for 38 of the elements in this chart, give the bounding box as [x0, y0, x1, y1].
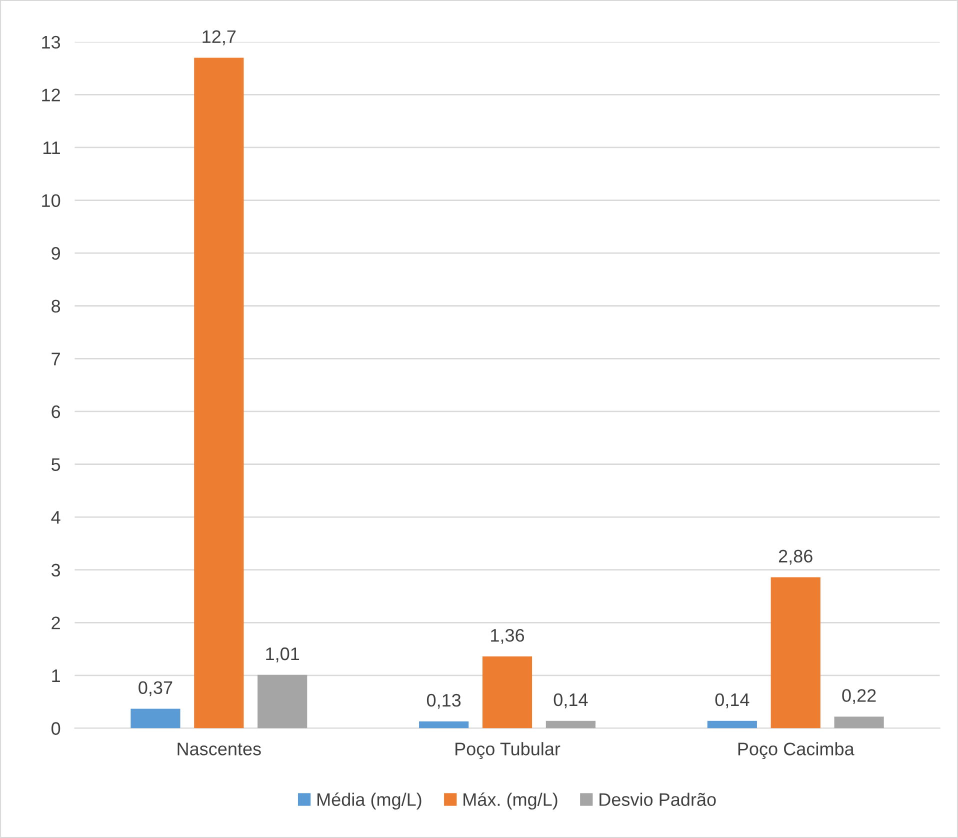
bar	[130, 708, 180, 728]
legend-label: Média (mg/L)	[318, 792, 422, 810]
y-tick-label: 0	[52, 722, 60, 735]
data-label: 1,01	[266, 647, 300, 662]
data-label: 1,36	[491, 628, 524, 644]
y-tick-label: 7	[52, 352, 60, 366]
bar	[834, 716, 884, 728]
legend-label: Desvio Padrão	[600, 792, 716, 806]
bar	[194, 58, 244, 728]
bar	[546, 720, 596, 728]
y-tick-label: 8	[52, 300, 60, 313]
x-tick-label: Poço Cacimba	[738, 742, 854, 760]
x-tick-label: Nascentes	[178, 742, 261, 756]
bar	[770, 577, 820, 728]
bar	[707, 720, 757, 728]
y-tick-label: 10	[42, 194, 60, 207]
y-tick-label: 12	[42, 88, 60, 102]
y-tick-label: 5	[52, 458, 60, 471]
bar	[419, 721, 469, 728]
data-label: 2,86	[778, 550, 812, 565]
data-label: 12,7	[202, 30, 236, 46]
y-tick-label: 11	[43, 142, 60, 154]
x-tick-label: Poço Tubular	[456, 742, 560, 760]
y-tick-label: 3	[51, 564, 60, 577]
y-tick-label: 1	[52, 670, 60, 682]
bar	[258, 674, 308, 728]
y-tick-label: 6	[52, 405, 60, 418]
data-label: 0,14	[554, 693, 588, 708]
data-label: 0,14	[715, 693, 750, 708]
bar	[482, 656, 532, 728]
y-tick-label: 2	[52, 616, 60, 630]
legend-label: Máx. (mg/L)	[464, 792, 558, 810]
y-tick-label: 4	[51, 511, 60, 524]
data-label: 0,37	[138, 681, 172, 696]
y-tick-label: 9	[52, 247, 60, 260]
y-tick-label: 13	[42, 36, 60, 49]
data-label: 0,22	[842, 689, 876, 704]
data-label: 0,13	[426, 694, 461, 709]
